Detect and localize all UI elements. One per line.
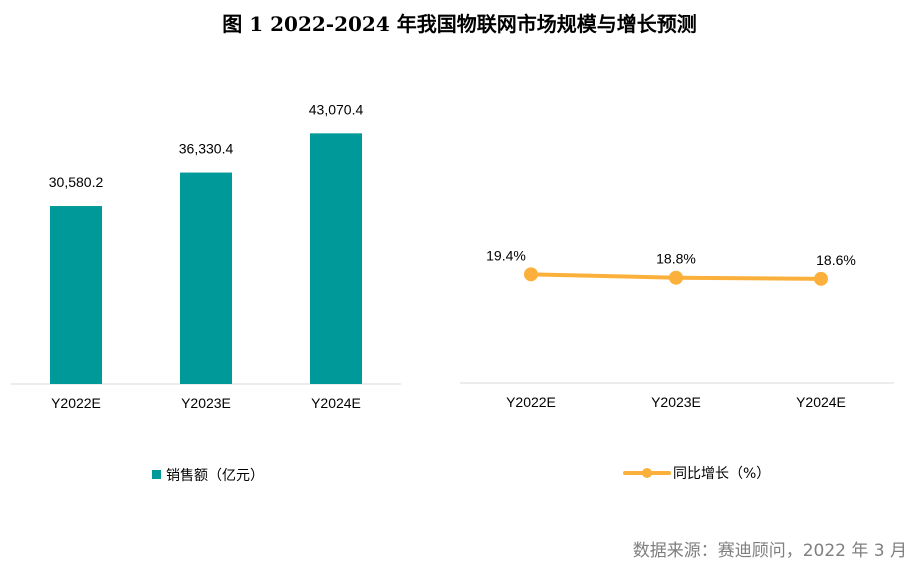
bar-x-tick-label: Y2023E — [181, 395, 231, 411]
line-legend-label: 同比增长（%） — [673, 466, 770, 482]
line-x-tick-label: Y2023E — [651, 394, 701, 410]
line-data-label: 18.6% — [816, 252, 856, 268]
bar — [180, 172, 232, 384]
line-x-tick-label: Y2022E — [506, 394, 556, 410]
bar-data-label: 43,070.4 — [309, 101, 364, 117]
line-data-label: 18.8% — [656, 251, 696, 267]
line-point — [524, 267, 538, 282]
source-note: 数据来源：赛迪顾问，2022 年 3 月 — [632, 541, 907, 561]
bar-legend-swatch — [152, 470, 161, 479]
bar-x-tick-label: Y2022E — [51, 395, 101, 411]
line-data-label: 19.4% — [486, 247, 526, 263]
bar-data-label: 36,330.4 — [179, 141, 234, 157]
bar — [50, 206, 102, 384]
line-x-tick-label: Y2024E — [796, 394, 846, 410]
figure-title: 图 1 2022-2024 年我国物联网市场规模与增长预测 — [222, 12, 697, 36]
bar-x-tick-label: Y2024E — [311, 395, 361, 411]
bar-legend-label: 销售额（亿元） — [166, 468, 264, 484]
line-point — [669, 270, 683, 285]
bar — [310, 133, 362, 384]
bar-data-label: 30,580.2 — [49, 174, 104, 190]
line-point — [814, 271, 828, 286]
line-legend-marker — [642, 468, 652, 478]
